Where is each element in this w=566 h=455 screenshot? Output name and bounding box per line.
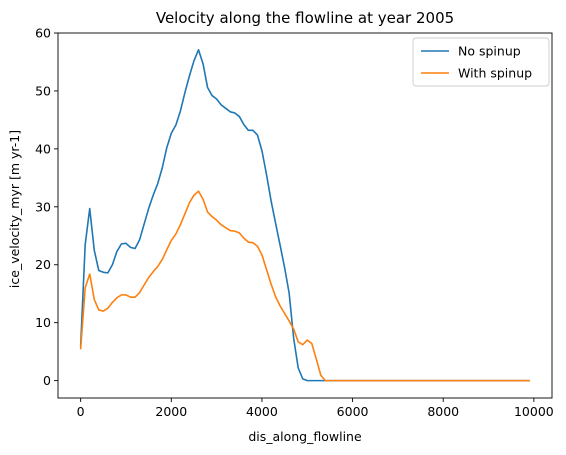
series-line-with-spinup [79,190,531,382]
x-tick-label: 10000 [514,404,554,419]
y-tick-label: 50 [35,83,51,98]
y-tick-label: 10 [35,315,51,330]
y-tick-label: 0 [43,373,51,388]
plot-frame [57,32,553,399]
y-axis-label: ice_velocity_myr [m yr-1] [7,130,22,288]
legend-label-with-spinup: With spinup [458,66,532,81]
y-tick-label: 40 [35,141,51,156]
x-tick-label: 6000 [337,404,369,419]
legend-label-no-spinup: No spinup [458,44,521,59]
series-layer [79,48,531,382]
x-tick-label: 2000 [155,404,187,419]
x-tick-label: 8000 [427,404,459,419]
legend: No spinup With spinup [412,37,550,87]
legend-box [412,37,550,87]
x-tick-label: 4000 [246,404,278,419]
chart-title: Velocity along the flowline at year 2005 [156,9,454,27]
y-axis-ticks: 0 10 20 30 40 50 60 [35,26,58,388]
x-axis-ticks: 0 2000 4000 6000 8000 10000 [77,398,554,419]
y-tick-label: 30 [35,199,51,214]
x-axis-label: dis_along_flowline [248,429,362,444]
x-tick-label: 0 [77,404,85,419]
y-tick-label: 60 [35,26,51,41]
y-tick-label: 20 [35,257,51,272]
series-line-no-spinup [79,48,531,382]
